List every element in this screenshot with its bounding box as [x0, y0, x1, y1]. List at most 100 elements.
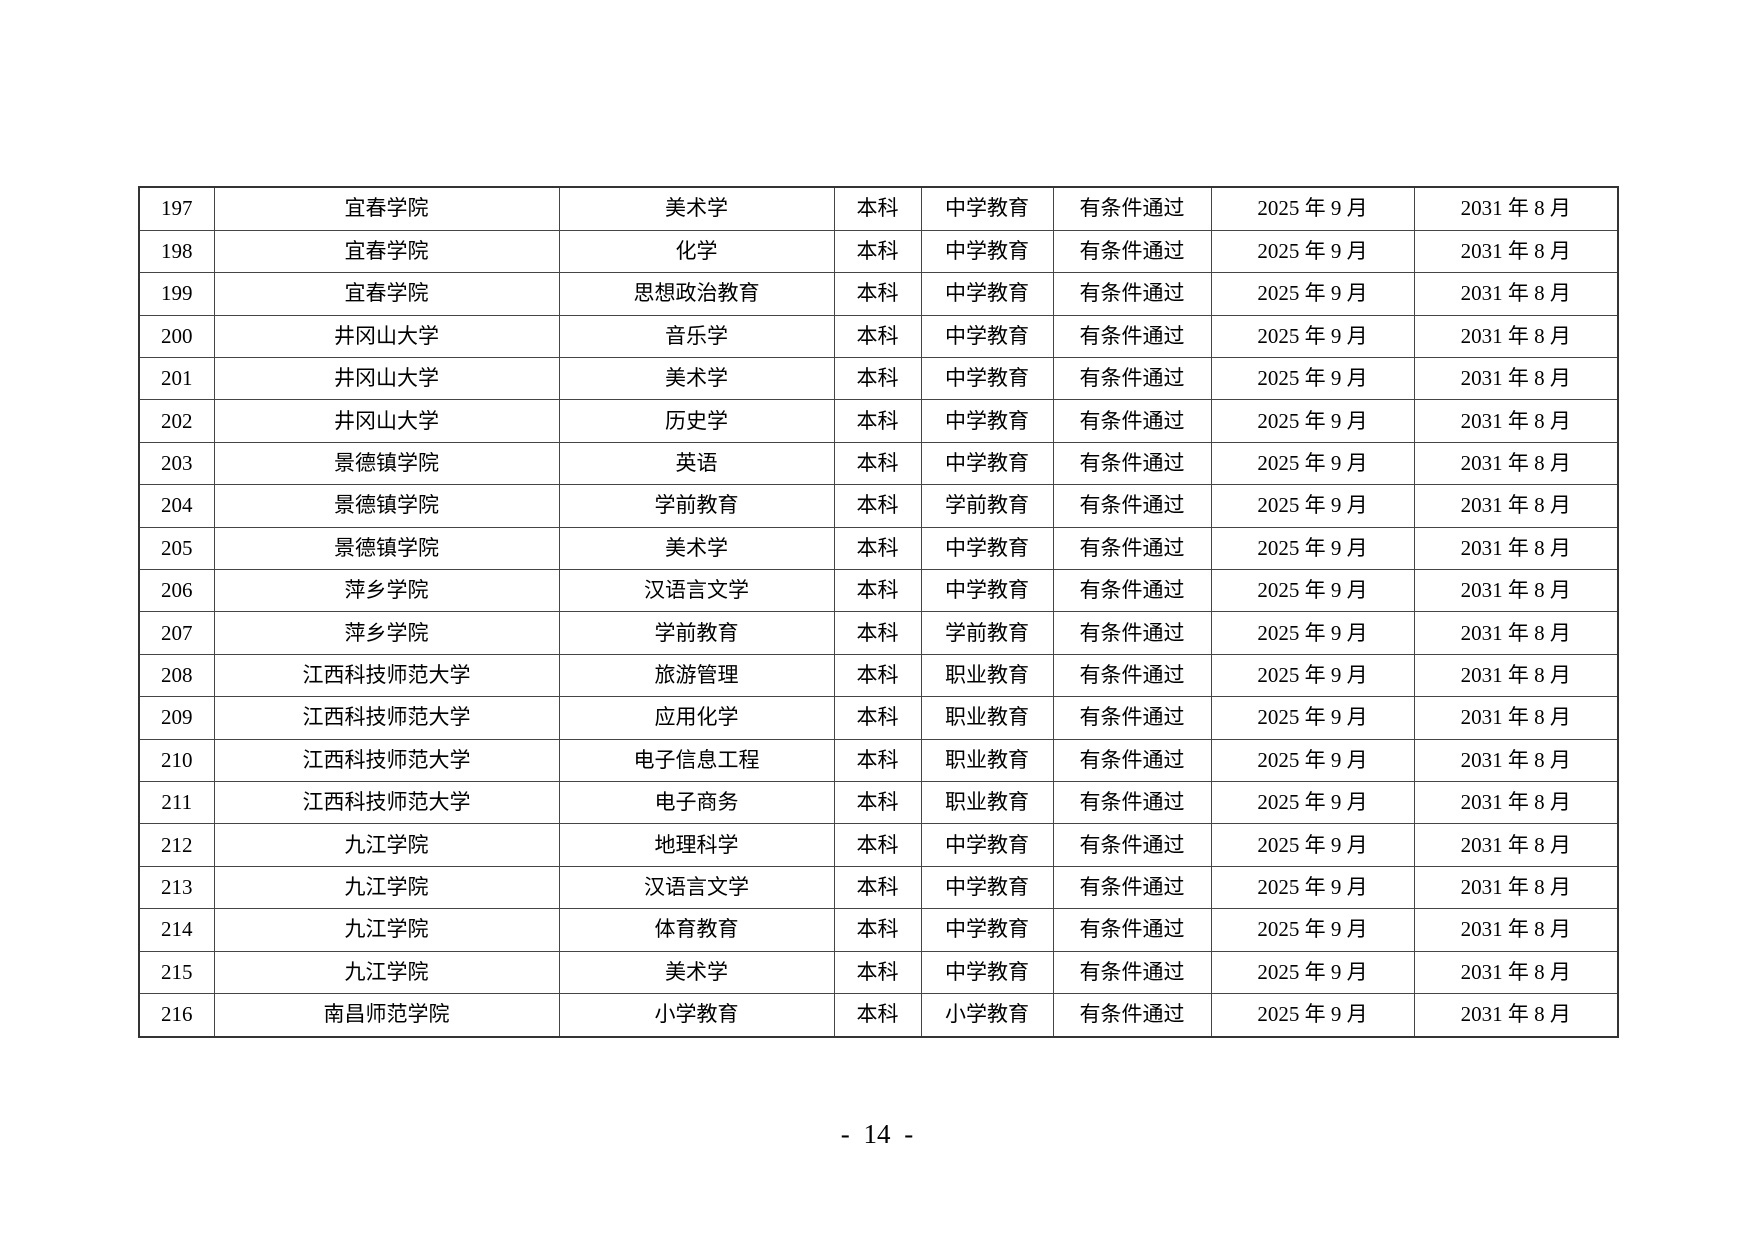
cell-school-name: 宜春学院: [213, 229, 560, 274]
cell-education-category: 中学教育: [920, 357, 1054, 401]
cell-review-conclusion: 有条件通过: [1052, 865, 1212, 910]
cell-major-name: 历史学: [558, 399, 835, 443]
cell-education-level: 本科: [833, 484, 922, 528]
cell-education-level: 本科: [833, 526, 922, 570]
cell-valid-to-date: 2031 年 8 月: [1413, 950, 1619, 994]
cell-index-number: 209: [138, 696, 215, 740]
cell-major-name: 体育教育: [558, 908, 835, 952]
cell-index-number: 212: [138, 823, 215, 867]
cell-school-name: 井冈山大学: [213, 399, 560, 443]
cell-education-category: 中学教育: [920, 272, 1054, 316]
cell-review-conclusion: 有条件通过: [1052, 272, 1212, 316]
cell-education-level: 本科: [833, 653, 922, 698]
cell-education-level: 本科: [833, 696, 922, 740]
cell-education-level: 本科: [833, 611, 922, 655]
cell-valid-to-date: 2031 年 8 月: [1413, 611, 1619, 655]
cell-valid-from-date: 2025 年 9 月: [1210, 526, 1415, 570]
cell-major-name: 旅游管理: [558, 653, 835, 698]
cell-valid-from-date: 2025 年 9 月: [1210, 314, 1415, 359]
table-row: 209 江西科技师范大学 应用化学 本科 职业教育 有条件通过 2025 年 9…: [138, 696, 1619, 740]
cell-education-level: 本科: [833, 865, 922, 910]
cell-education-level: 本科: [833, 992, 922, 1038]
cell-review-conclusion: 有条件通过: [1052, 568, 1212, 613]
table-row: 200 井冈山大学 音乐学 本科 中学教育 有条件通过 2025 年 9 月 2…: [138, 314, 1619, 359]
cell-school-name: 南昌师范学院: [213, 992, 560, 1038]
cell-index-number: 203: [138, 441, 215, 486]
table-row: 197 宜春学院 美术学 本科 中学教育 有条件通过 2025 年 9 月 20…: [138, 186, 1619, 231]
cell-valid-to-date: 2031 年 8 月: [1413, 186, 1619, 231]
cell-education-category: 学前教育: [920, 484, 1054, 528]
cell-review-conclusion: 有条件通过: [1052, 186, 1212, 231]
cell-valid-to-date: 2031 年 8 月: [1413, 441, 1619, 486]
cell-index-number: 204: [138, 484, 215, 528]
cell-review-conclusion: 有条件通过: [1052, 526, 1212, 570]
table-row: 207 萍乡学院 学前教育 本科 学前教育 有条件通过 2025 年 9 月 2…: [138, 611, 1619, 655]
cell-education-level: 本科: [833, 738, 922, 782]
cell-education-level: 本科: [833, 950, 922, 994]
cell-school-name: 九江学院: [213, 908, 560, 952]
cell-review-conclusion: 有条件通过: [1052, 823, 1212, 867]
cell-valid-to-date: 2031 年 8 月: [1413, 357, 1619, 401]
table-row: 215 九江学院 美术学 本科 中学教育 有条件通过 2025 年 9 月 20…: [138, 950, 1619, 994]
cell-index-number: 213: [138, 865, 215, 910]
cell-education-category: 中学教育: [920, 526, 1054, 570]
cell-education-level: 本科: [833, 568, 922, 613]
cell-valid-from-date: 2025 年 9 月: [1210, 186, 1415, 231]
cell-valid-to-date: 2031 年 8 月: [1413, 272, 1619, 316]
cell-education-category: 中学教育: [920, 950, 1054, 994]
cell-review-conclusion: 有条件通过: [1052, 950, 1212, 994]
cell-valid-to-date: 2031 年 8 月: [1413, 780, 1619, 825]
cell-major-name: 美术学: [558, 357, 835, 401]
cell-education-level: 本科: [833, 441, 922, 486]
cell-school-name: 宜春学院: [213, 186, 560, 231]
cell-education-category: 中学教育: [920, 314, 1054, 359]
cell-school-name: 萍乡学院: [213, 611, 560, 655]
cell-major-name: 汉语言文学: [558, 568, 835, 613]
cell-review-conclusion: 有条件通过: [1052, 780, 1212, 825]
cell-education-category: 小学教育: [920, 992, 1054, 1038]
cell-index-number: 205: [138, 526, 215, 570]
cell-index-number: 198: [138, 229, 215, 274]
table-row: 199 宜春学院 思想政治教育 本科 中学教育 有条件通过 2025 年 9 月…: [138, 272, 1619, 316]
table-row: 204 景德镇学院 学前教育 本科 学前教育 有条件通过 2025 年 9 月 …: [138, 484, 1619, 528]
cell-education-category: 中学教育: [920, 229, 1054, 274]
cell-valid-to-date: 2031 年 8 月: [1413, 992, 1619, 1038]
cell-valid-from-date: 2025 年 9 月: [1210, 865, 1415, 910]
cell-review-conclusion: 有条件通过: [1052, 696, 1212, 740]
cell-valid-to-date: 2031 年 8 月: [1413, 314, 1619, 359]
cell-school-name: 宜春学院: [213, 272, 560, 316]
cell-education-level: 本科: [833, 780, 922, 825]
cell-review-conclusion: 有条件通过: [1052, 653, 1212, 698]
cell-review-conclusion: 有条件通过: [1052, 992, 1212, 1038]
page-number: - 14 -: [840, 1119, 914, 1149]
cell-valid-to-date: 2031 年 8 月: [1413, 568, 1619, 613]
table-row: 203 景德镇学院 英语 本科 中学教育 有条件通过 2025 年 9 月 20…: [138, 441, 1619, 486]
cell-valid-to-date: 2031 年 8 月: [1413, 399, 1619, 443]
cell-major-name: 汉语言文学: [558, 865, 835, 910]
cell-school-name: 景德镇学院: [213, 526, 560, 570]
cell-valid-to-date: 2031 年 8 月: [1413, 653, 1619, 698]
cell-education-level: 本科: [833, 399, 922, 443]
cell-major-name: 英语: [558, 441, 835, 486]
cell-review-conclusion: 有条件通过: [1052, 357, 1212, 401]
cell-school-name: 井冈山大学: [213, 314, 560, 359]
cell-education-category: 中学教育: [920, 441, 1054, 486]
cell-valid-to-date: 2031 年 8 月: [1413, 738, 1619, 782]
cell-education-category: 职业教育: [920, 780, 1054, 825]
table-row: 206 萍乡学院 汉语言文学 本科 中学教育 有条件通过 2025 年 9 月 …: [138, 568, 1619, 613]
cell-education-level: 本科: [833, 314, 922, 359]
cell-major-name: 思想政治教育: [558, 272, 835, 316]
cell-major-name: 电子商务: [558, 780, 835, 825]
cell-index-number: 199: [138, 272, 215, 316]
cell-valid-from-date: 2025 年 9 月: [1210, 441, 1415, 486]
cell-index-number: 216: [138, 992, 215, 1038]
cell-education-level: 本科: [833, 823, 922, 867]
table-row: 214 九江学院 体育教育 本科 中学教育 有条件通过 2025 年 9 月 2…: [138, 908, 1619, 952]
cell-education-category: 中学教育: [920, 823, 1054, 867]
table-row: 213 九江学院 汉语言文学 本科 中学教育 有条件通过 2025 年 9 月 …: [138, 865, 1619, 910]
cell-valid-from-date: 2025 年 9 月: [1210, 229, 1415, 274]
cell-major-name: 电子信息工程: [558, 738, 835, 782]
cell-valid-from-date: 2025 年 9 月: [1210, 780, 1415, 825]
cell-school-name: 江西科技师范大学: [213, 780, 560, 825]
